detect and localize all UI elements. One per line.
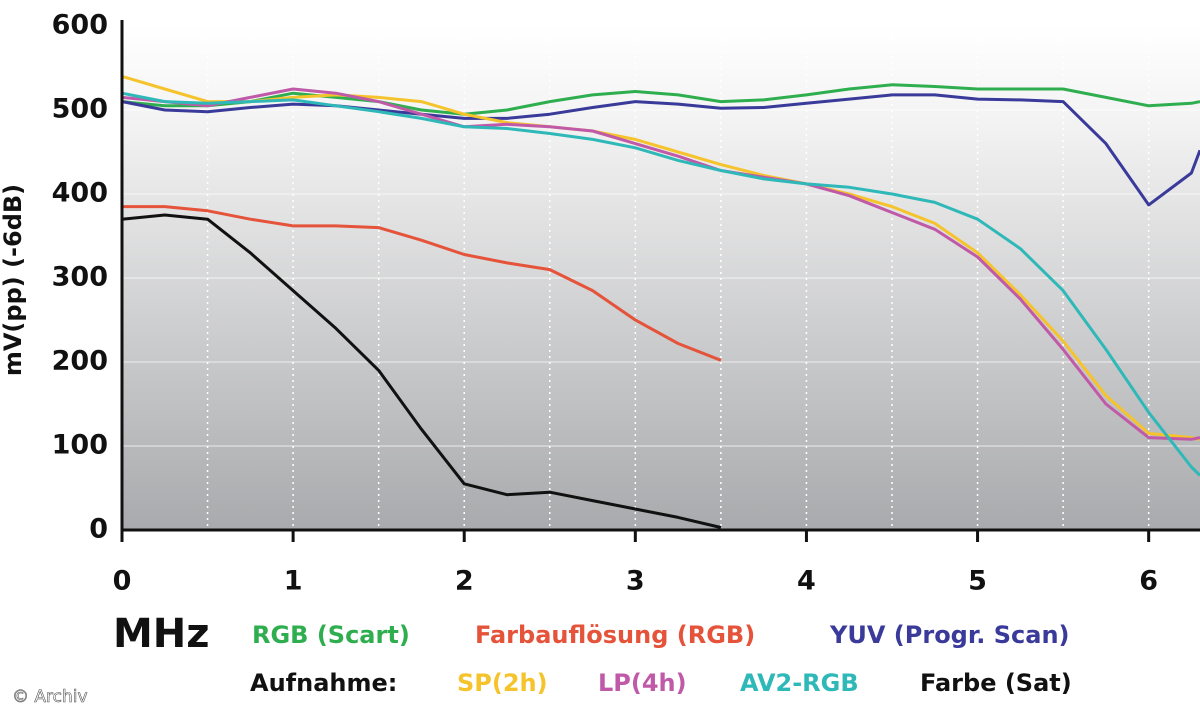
x-tick-label: 0 (113, 566, 132, 597)
x-tick-label: 4 (797, 566, 816, 597)
legend-heading: Aufnahme: (250, 669, 397, 697)
x-tick-label: 1 (284, 566, 303, 597)
x-tick-label: 6 (1139, 566, 1158, 597)
x-tick-label: 3 (626, 566, 645, 597)
series-line (121, 83, 1200, 116)
series-line (121, 74, 1200, 441)
legend-entry: YUV (Progr. Scan) (829, 621, 1070, 649)
y-tick-label: 500 (52, 94, 108, 125)
x-tick-label: 2 (455, 566, 474, 597)
x-tick-label: 5 (968, 566, 987, 597)
series-line (121, 91, 1200, 477)
y-tick-label: 200 (52, 346, 108, 377)
legend-entry: AV2-RGB (740, 669, 859, 697)
series-line (121, 213, 722, 529)
watermark: © Archiv (12, 687, 88, 707)
legend-entry: RGB (Scart) (252, 621, 410, 649)
legend-entry: SP(2h) (457, 669, 548, 697)
y-tick-label: 600 (52, 10, 108, 41)
legend-entry: Farbauflösung (RGB) (475, 621, 755, 649)
series-line (121, 87, 1200, 441)
y-axis-label: mV(pp) (-6dB) (0, 184, 27, 376)
y-tick-label: 300 (52, 262, 108, 293)
y-tick-label: 400 (52, 178, 108, 209)
x-axis-label: MHz (113, 611, 210, 657)
series-line (122, 205, 722, 362)
series-line (121, 93, 1200, 207)
y-tick-label: 100 (52, 430, 108, 461)
legend-entry: LP(4h) (598, 669, 687, 697)
y-tick-label: 0 (89, 514, 108, 545)
legend-entry: Farbe (Sat) (920, 669, 1072, 697)
